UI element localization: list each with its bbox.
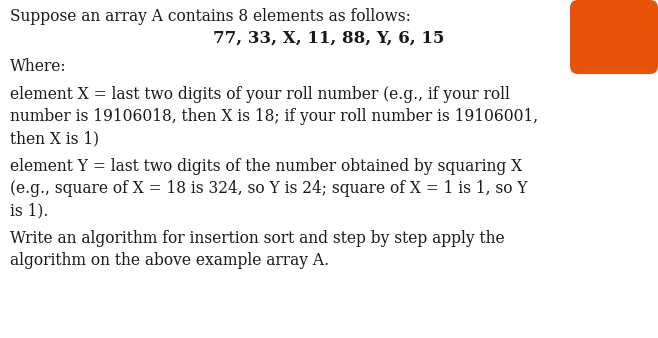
Text: Where:: Where: — [10, 58, 66, 75]
Text: Suppose an array A contains 8 elements as follows:: Suppose an array A contains 8 elements a… — [10, 8, 411, 25]
Text: Write an algorithm for insertion sort and step by step apply the: Write an algorithm for insertion sort an… — [10, 230, 505, 247]
Text: algorithm on the above example array A.: algorithm on the above example array A. — [10, 252, 329, 269]
Text: number is 19106018, then X is 18; if your roll number is 19106001,: number is 19106018, then X is 18; if you… — [10, 108, 538, 125]
Text: element Y = last two digits of the number obtained by squaring X: element Y = last two digits of the numbe… — [10, 158, 522, 175]
FancyBboxPatch shape — [570, 0, 658, 74]
Text: then X is 1): then X is 1) — [10, 130, 99, 147]
Text: 77, 33, X, 11, 88, Y, 6, 15: 77, 33, X, 11, 88, Y, 6, 15 — [213, 30, 445, 47]
Text: element X = last two digits of your roll number (e.g., if your roll: element X = last two digits of your roll… — [10, 86, 510, 103]
Text: (e.g., square of X = 18 is 324, so Y is 24; square of X = 1 is 1, so Y: (e.g., square of X = 18 is 324, so Y is … — [10, 180, 528, 197]
Text: is 1).: is 1). — [10, 202, 49, 219]
